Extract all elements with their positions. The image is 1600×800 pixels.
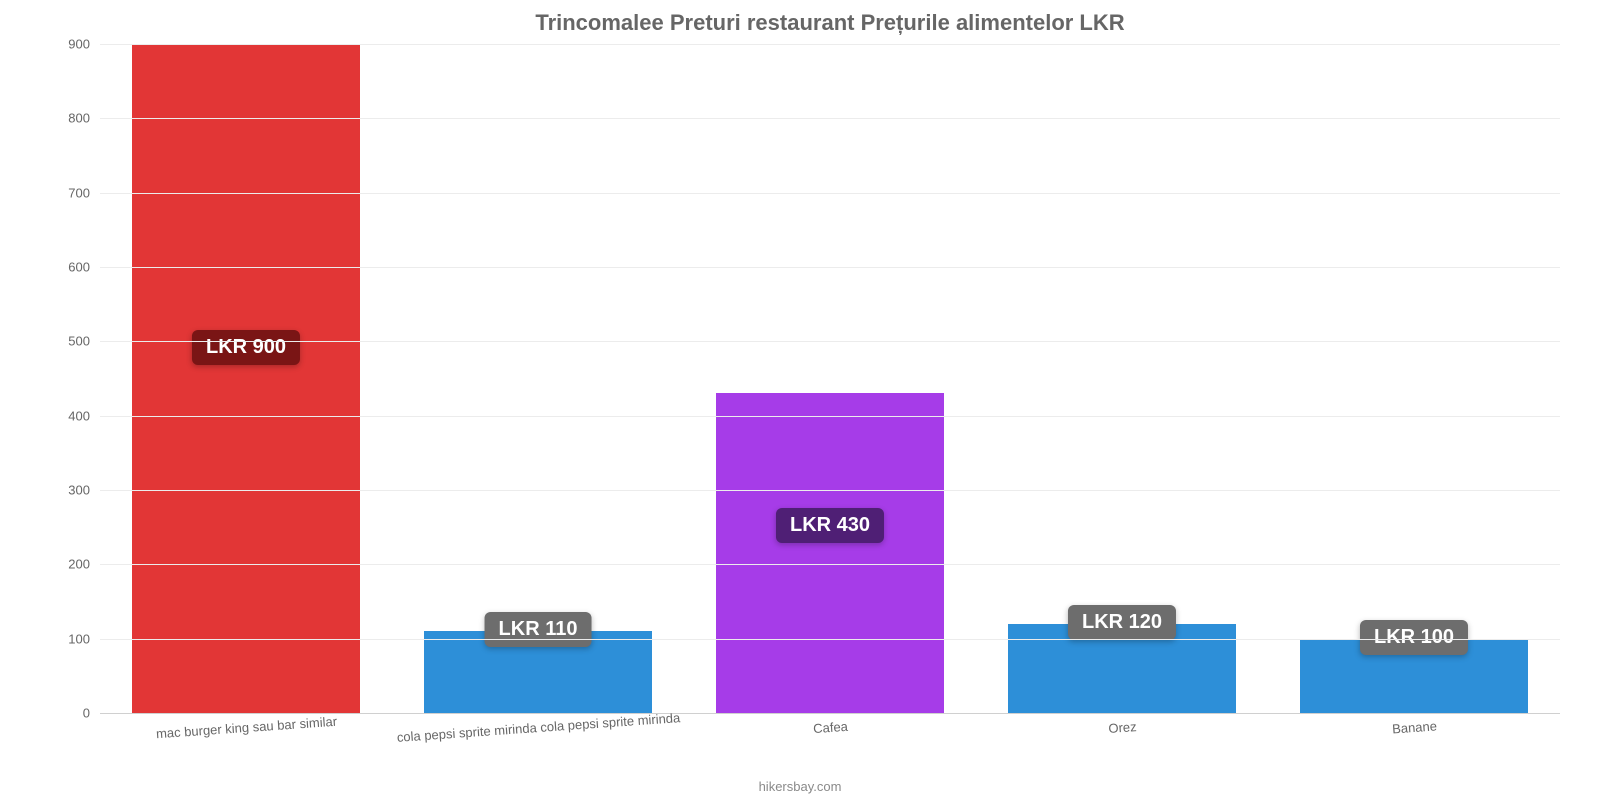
x-axis-label: cola pepsi sprite mirinda cola pepsi spr…	[392, 710, 684, 745]
x-axis-labels: mac burger king sau bar similarcola peps…	[100, 720, 1560, 735]
gridline	[100, 341, 1560, 342]
y-tick-label: 300	[68, 483, 90, 498]
y-tick-label: 700	[68, 185, 90, 200]
bar	[132, 44, 360, 713]
value-badge: LKR 430	[776, 508, 884, 543]
bar-slot: LKR 100	[1268, 44, 1560, 713]
bar-slot: LKR 110	[392, 44, 684, 713]
bar-slot: LKR 900	[100, 44, 392, 713]
chart-title: Trincomalee Preturi restaurant Prețurile…	[100, 10, 1560, 36]
bar-slot: LKR 120	[976, 44, 1268, 713]
gridline	[100, 564, 1560, 565]
bar	[716, 393, 944, 713]
value-badge: LKR 100	[1360, 620, 1468, 655]
gridline	[100, 267, 1560, 268]
x-axis-label: Cafea	[684, 710, 976, 745]
y-tick-label: 600	[68, 260, 90, 275]
value-badge: LKR 110	[485, 612, 592, 647]
chart-container: Trincomalee Preturi restaurant Prețurile…	[0, 0, 1600, 800]
value-badge: LKR 120	[1068, 605, 1176, 640]
y-tick-label: 900	[68, 37, 90, 52]
y-tick-label: 400	[68, 408, 90, 423]
gridline	[100, 193, 1560, 194]
y-tick-label: 500	[68, 334, 90, 349]
gridline	[100, 639, 1560, 640]
plot-area: LKR 900LKR 110LKR 430LKR 120LKR 100 0100…	[100, 44, 1560, 714]
y-tick-label: 200	[68, 557, 90, 572]
x-axis-label: mac burger king sau bar similar	[100, 710, 392, 745]
value-badge: LKR 900	[192, 330, 300, 365]
gridline	[100, 490, 1560, 491]
x-axis-label: Banane	[1268, 710, 1560, 745]
gridline	[100, 118, 1560, 119]
bars-row: LKR 900 LKR 110 LKR 430 LKR 120 LKR 100	[100, 44, 1560, 713]
bar-slot: LKR 430	[684, 44, 976, 713]
y-tick-label: 800	[68, 111, 90, 126]
attribution-text: hikersbay.com	[759, 779, 842, 794]
y-tick-label: 100	[68, 631, 90, 646]
y-tick-label: 0	[83, 706, 90, 721]
gridline	[100, 416, 1560, 417]
x-axis-label: Orez	[976, 710, 1268, 745]
gridline	[100, 44, 1560, 45]
